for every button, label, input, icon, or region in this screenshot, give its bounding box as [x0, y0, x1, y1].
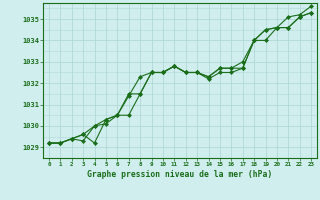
X-axis label: Graphe pression niveau de la mer (hPa): Graphe pression niveau de la mer (hPa)	[87, 170, 273, 179]
